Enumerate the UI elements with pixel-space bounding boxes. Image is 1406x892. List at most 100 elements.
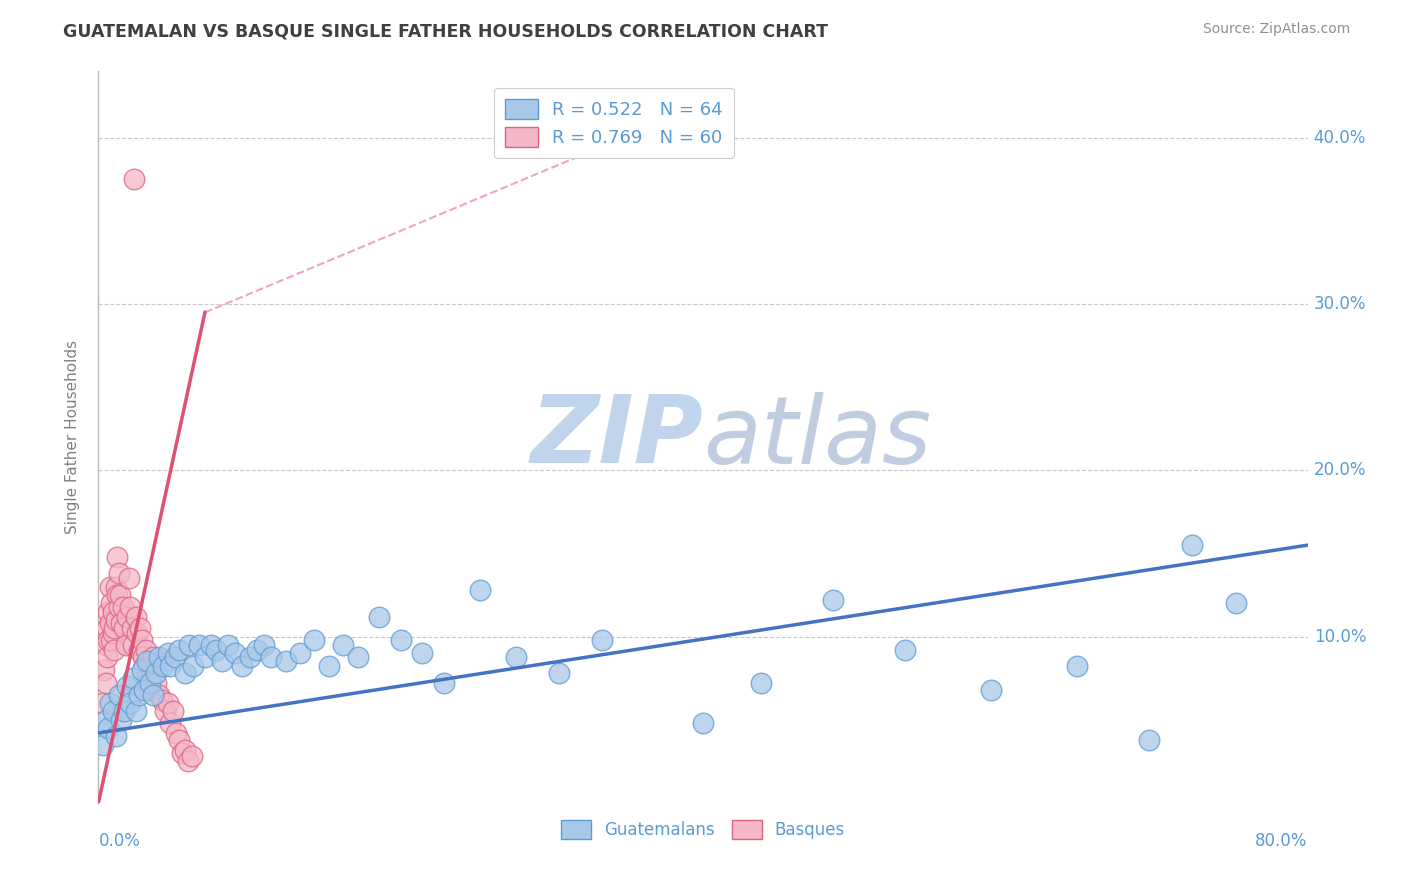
Point: [821, 593, 844, 607]
Point: [183, 659, 205, 673]
Point: [128, 688, 150, 702]
Point: [224, 646, 246, 660]
Point: [173, 742, 195, 756]
Point: [980, 682, 1002, 697]
Point: [136, 655, 159, 669]
Point: [194, 649, 217, 664]
Point: [468, 582, 491, 597]
Point: [165, 726, 187, 740]
Point: [104, 613, 127, 627]
Text: 80.0%: 80.0%: [1256, 832, 1308, 850]
Point: [118, 571, 141, 585]
Point: [107, 599, 129, 614]
Point: [162, 705, 184, 719]
Text: ZIP: ZIP: [530, 391, 703, 483]
Point: [143, 666, 166, 681]
Point: [170, 746, 193, 760]
Point: [548, 666, 571, 681]
Point: [167, 643, 190, 657]
Point: [131, 632, 153, 647]
Point: [94, 638, 117, 652]
Point: [103, 621, 125, 635]
Point: [112, 621, 135, 635]
Point: [505, 649, 527, 664]
Point: [108, 588, 131, 602]
Point: [127, 626, 149, 640]
Point: [91, 696, 114, 710]
Point: [231, 659, 253, 673]
Point: [145, 666, 167, 681]
Point: [120, 599, 142, 614]
Point: [94, 676, 117, 690]
Point: [173, 666, 195, 681]
Point: [139, 676, 162, 690]
Point: [239, 649, 262, 664]
Point: [200, 638, 222, 652]
Point: [179, 638, 201, 652]
Point: [274, 655, 297, 669]
Point: [148, 688, 170, 702]
Point: [346, 649, 368, 664]
Point: [211, 655, 233, 669]
Point: [124, 172, 146, 186]
Point: [104, 580, 127, 594]
Point: [318, 659, 340, 673]
Point: [107, 688, 129, 702]
Point: [132, 649, 155, 664]
Legend: Guatemalans, Basques: Guatemalans, Basques: [554, 814, 852, 846]
Point: [115, 680, 138, 694]
Point: [253, 638, 276, 652]
Point: [98, 696, 121, 710]
Point: [141, 659, 163, 673]
Point: [1137, 732, 1160, 747]
Point: [97, 632, 120, 647]
Point: [115, 609, 138, 624]
Point: [205, 643, 228, 657]
Point: [148, 649, 170, 664]
Point: [98, 580, 121, 594]
Point: [591, 632, 613, 647]
Point: [152, 659, 174, 673]
Point: [103, 643, 125, 657]
Text: atlas: atlas: [703, 392, 931, 483]
Point: [110, 616, 132, 631]
Point: [125, 609, 148, 624]
Point: [304, 632, 326, 647]
Text: GUATEMALAN VS BASQUE SINGLE FATHER HOUSEHOLDS CORRELATION CHART: GUATEMALAN VS BASQUE SINGLE FATHER HOUSE…: [63, 22, 828, 40]
Point: [122, 671, 145, 685]
Point: [134, 682, 156, 697]
Point: [139, 671, 162, 685]
Point: [96, 621, 118, 635]
Point: [97, 605, 120, 619]
Point: [150, 692, 173, 706]
Point: [145, 676, 167, 690]
Point: [105, 549, 128, 564]
Point: [110, 713, 132, 727]
Text: 20.0%: 20.0%: [1313, 461, 1367, 479]
Point: [188, 638, 211, 652]
Text: 0.0%: 0.0%: [98, 832, 141, 850]
Point: [368, 609, 391, 624]
Point: [91, 738, 114, 752]
Point: [156, 646, 179, 660]
Point: [98, 616, 121, 631]
Point: [159, 716, 181, 731]
Point: [1225, 596, 1247, 610]
Point: [136, 671, 159, 685]
Text: 30.0%: 30.0%: [1313, 295, 1367, 313]
Point: [433, 676, 456, 690]
Point: [411, 646, 433, 660]
Point: [93, 663, 115, 677]
Point: [176, 754, 198, 768]
Point: [114, 638, 136, 652]
Point: [122, 638, 145, 652]
Y-axis label: Single Father Households: Single Father Households: [65, 340, 80, 534]
Point: [217, 638, 239, 652]
Point: [96, 649, 118, 664]
Text: Source: ZipAtlas.com: Source: ZipAtlas.com: [1202, 22, 1350, 37]
Point: [105, 588, 128, 602]
Point: [101, 705, 124, 719]
Point: [121, 621, 143, 635]
Point: [97, 721, 120, 735]
Point: [135, 643, 157, 657]
